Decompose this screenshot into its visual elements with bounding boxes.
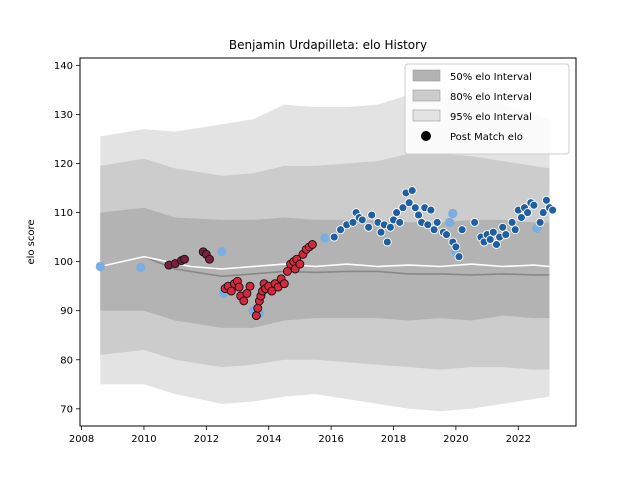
chart-title: Benjamin Urdapilleta: elo History — [229, 38, 427, 52]
data-point-blue — [429, 225, 439, 235]
data-point-blue — [510, 225, 520, 235]
data-point-blue — [529, 200, 539, 210]
data-point-red — [279, 279, 289, 289]
trend-lines — [100, 255, 550, 278]
y-axis: 70 80 90 100 110 120 130 140 — [54, 61, 80, 415]
data-point-blue — [395, 217, 405, 227]
data-point-blue — [548, 205, 558, 215]
data-point-red — [242, 289, 252, 298]
band-50 — [100, 207, 550, 328]
legend-marker — [421, 131, 431, 141]
legend: 50% elo Interval 80% elo Interval 95% elo … — [404, 63, 570, 155]
legend-label: 80% elo Interval — [450, 92, 532, 103]
legend-label: 50% elo Interval — [450, 72, 532, 83]
data-point-red — [267, 286, 277, 296]
data-point-blue — [329, 232, 339, 242]
data-point-light-blue — [136, 262, 146, 273]
data-point-blue — [414, 210, 423, 220]
data-point-blue — [498, 222, 508, 232]
data-point-blue — [336, 225, 345, 235]
data-point-blue — [541, 195, 551, 205]
data-point-blue — [357, 215, 367, 225]
data-point-dark-red — [205, 254, 214, 264]
data-point-red — [251, 311, 261, 321]
data-point-red — [239, 296, 249, 306]
player-elo-line — [100, 255, 550, 270]
data-point-blue — [385, 222, 395, 232]
data-point-blue — [432, 217, 442, 227]
data-point-light-blue — [217, 247, 227, 257]
y-tick-label: 130 — [54, 110, 73, 121]
x-tick-label: 2008 — [69, 434, 94, 445]
y-tick-label: 140 — [54, 61, 73, 72]
median-line — [100, 255, 550, 278]
x-axis: 2008 2010 2012 2014 2016 2018 2020 2022 — [69, 426, 531, 445]
data-point-blue — [367, 210, 377, 220]
data-point-red — [245, 281, 255, 291]
data-point-blue — [457, 225, 467, 235]
data-point-red — [226, 286, 236, 296]
plot-frame — [79, 57, 577, 427]
data-point-light-blue — [95, 261, 105, 272]
y-tick-label: 80 — [60, 355, 73, 366]
legend-swatch — [412, 109, 441, 122]
data-point-blue — [442, 230, 451, 240]
data-point-light-blue — [445, 217, 455, 227]
legend-label: Post Match elo — [450, 132, 523, 143]
data-point-red — [295, 259, 305, 269]
data-point-blue — [392, 208, 402, 218]
y-tick-label: 90 — [60, 306, 73, 317]
data-point-blue — [501, 230, 511, 240]
data-point-blue — [451, 242, 461, 252]
data-point-red — [234, 282, 244, 292]
data-point-red — [307, 240, 317, 249]
data-point-blue — [454, 252, 464, 262]
data-point-blue — [535, 217, 545, 227]
x-tick-label: 2010 — [131, 434, 156, 445]
x-tick-label: 2012 — [194, 434, 219, 445]
data-point-blue — [404, 198, 414, 208]
legend-label: 95% elo Interval — [450, 112, 532, 123]
data-point-blue — [523, 208, 533, 218]
data-point-blue — [348, 217, 358, 227]
legend-box — [404, 63, 570, 155]
data-point-blue — [364, 222, 374, 232]
data-point-blue — [426, 205, 436, 215]
data-point-light-blue — [448, 208, 458, 219]
x-tick-label: 2014 — [256, 434, 281, 445]
data-point-blue — [488, 227, 498, 237]
x-tick-label: 2016 — [318, 434, 343, 445]
data-point-blue — [507, 217, 517, 227]
data-point-blue — [485, 235, 495, 244]
y-tick-label: 110 — [54, 208, 73, 219]
confidence-bands — [100, 94, 550, 412]
data-point-blue — [492, 240, 501, 249]
data-point-blue — [470, 217, 480, 227]
x-tick-label: 2018 — [381, 434, 406, 445]
y-tick-label: 120 — [54, 159, 73, 170]
data-point-red — [282, 266, 292, 276]
data-point-light-blue — [320, 233, 330, 243]
data-point-red — [253, 303, 263, 313]
y-axis-label: elo score — [26, 219, 37, 264]
data-point-dark-red — [180, 254, 189, 264]
data-point-blue — [516, 213, 526, 222]
legend-swatch — [412, 69, 441, 82]
y-tick-label: 70 — [60, 404, 73, 415]
x-tick-label: 2022 — [506, 434, 531, 445]
x-tick-label: 2020 — [443, 434, 468, 445]
post-match-points — [95, 186, 558, 321]
data-point-blue — [410, 203, 420, 213]
data-point-blue — [538, 208, 548, 218]
data-point-blue — [382, 237, 392, 247]
data-point-blue — [407, 186, 417, 195]
plot-area — [95, 94, 558, 412]
data-point-blue — [376, 227, 386, 237]
data-point-blue — [398, 203, 408, 213]
y-tick-label: 100 — [54, 257, 73, 268]
legend-swatch — [412, 89, 441, 102]
data-point-blue — [423, 220, 433, 230]
